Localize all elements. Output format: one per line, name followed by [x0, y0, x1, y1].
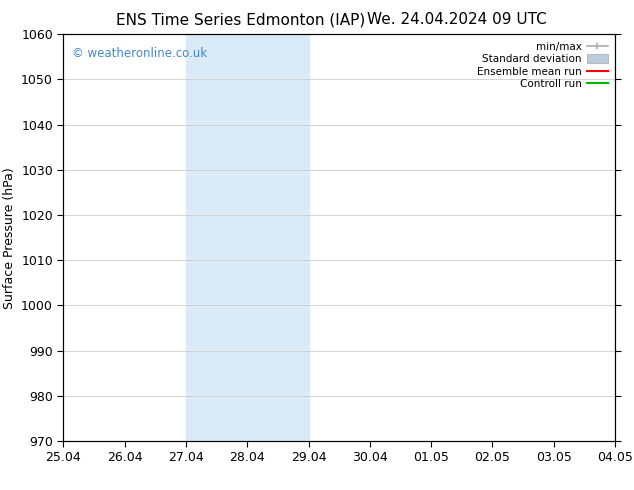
Legend: min/max, Standard deviation, Ensemble mean run, Controll run: min/max, Standard deviation, Ensemble me…	[475, 40, 610, 92]
Bar	[615, 34, 634, 441]
Text: © weatheronline.co.uk: © weatheronline.co.uk	[72, 47, 207, 59]
Text: We. 24.04.2024 09 UTC: We. 24.04.2024 09 UTC	[366, 12, 547, 27]
Bar	[186, 34, 309, 441]
Y-axis label: Surface Pressure (hPa): Surface Pressure (hPa)	[3, 167, 16, 309]
Text: ENS Time Series Edmonton (IAP): ENS Time Series Edmonton (IAP)	[116, 12, 366, 27]
